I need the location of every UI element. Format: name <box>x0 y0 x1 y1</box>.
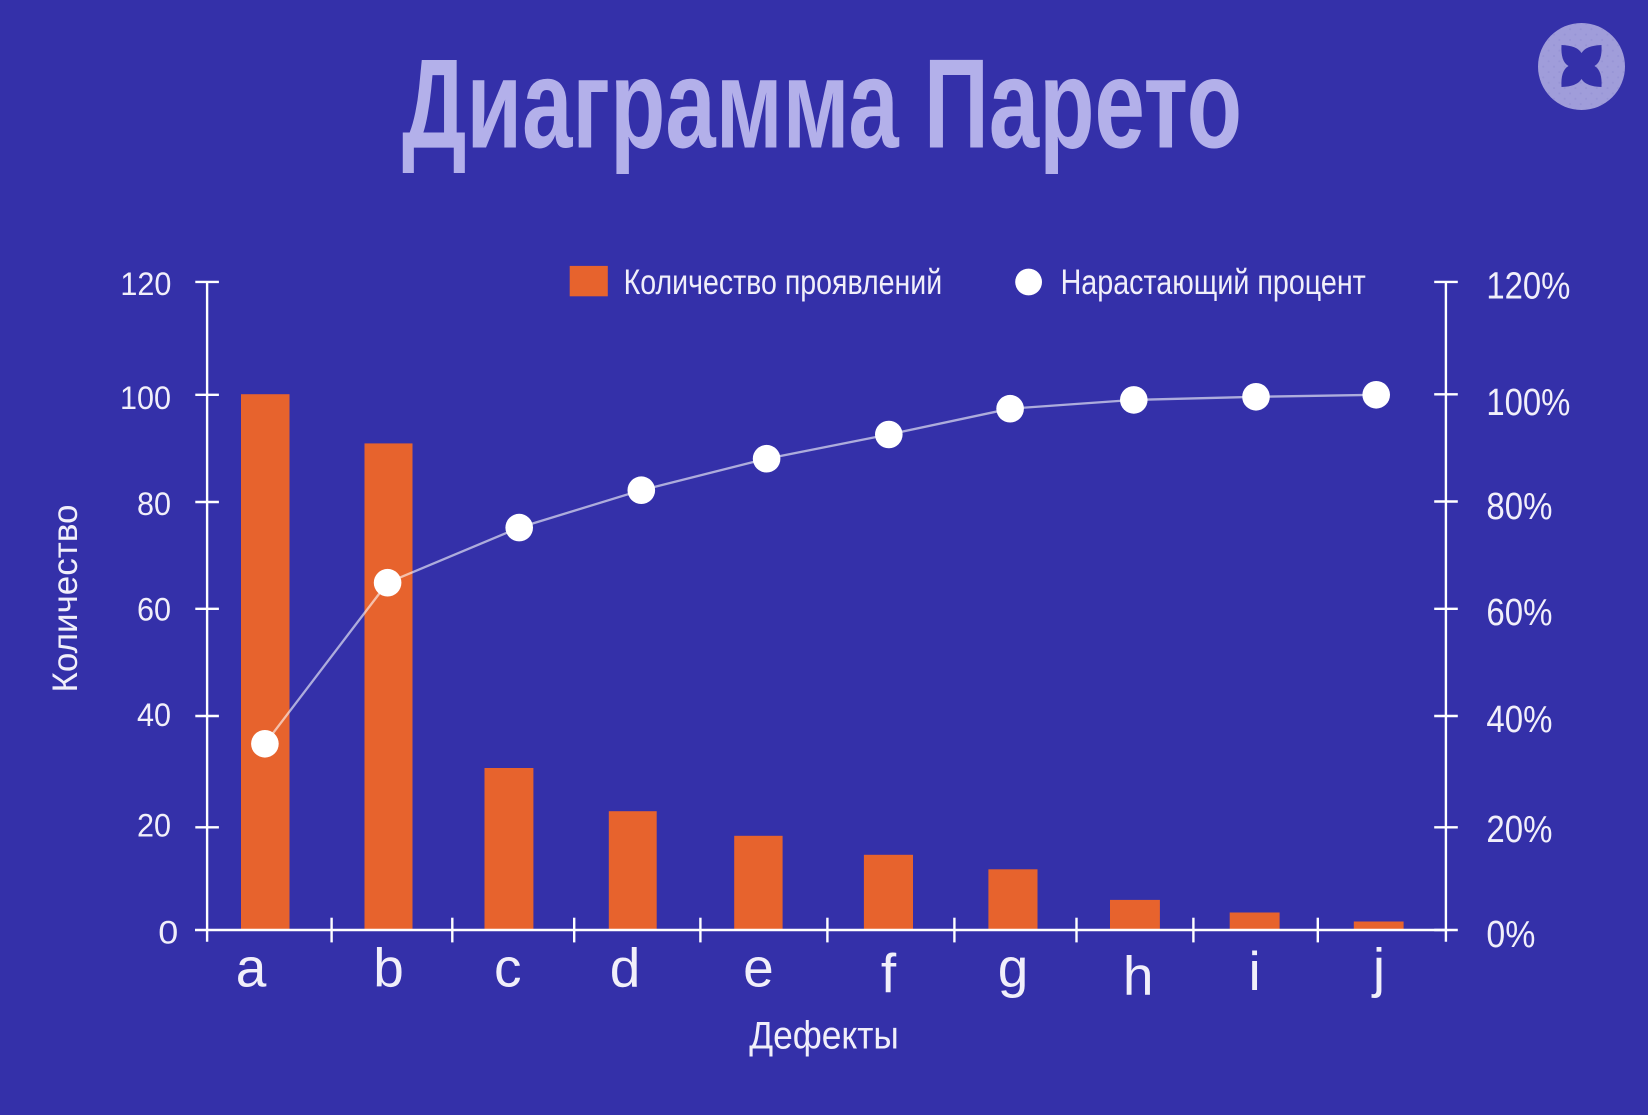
svg-text:0: 0 <box>158 914 178 951</box>
svg-text:Нарастающий процент: Нарастающий процент <box>1061 263 1366 302</box>
svg-text:40%: 40% <box>1486 698 1552 741</box>
svg-text:80%: 80% <box>1486 485 1552 528</box>
svg-text:40: 40 <box>137 696 171 733</box>
svg-text:60%: 60% <box>1486 591 1552 634</box>
svg-text:120%: 120% <box>1486 265 1570 308</box>
svg-text:g: g <box>998 937 1029 999</box>
svg-text:Диаграмма Парето: Диаграмма Парето <box>402 32 1242 174</box>
svg-text:i: i <box>1248 940 1260 1002</box>
svg-text:0%: 0% <box>1486 913 1535 956</box>
svg-text:80: 80 <box>137 485 171 522</box>
svg-text:120: 120 <box>120 265 171 302</box>
svg-text:Дефекты: Дефекты <box>749 1014 899 1057</box>
svg-text:60: 60 <box>137 591 171 628</box>
svg-text:a: a <box>236 937 267 999</box>
svg-text:100: 100 <box>120 379 171 416</box>
svg-text:e: e <box>743 937 774 999</box>
svg-text:Количество: Количество <box>46 505 85 693</box>
svg-text:j: j <box>1371 937 1385 999</box>
svg-text:Количество проявлений: Количество проявлений <box>624 263 943 302</box>
svg-text:h: h <box>1123 945 1154 1007</box>
svg-text:20: 20 <box>137 807 171 844</box>
svg-text:c: c <box>494 937 522 999</box>
svg-text:b: b <box>373 937 404 999</box>
svg-text:20%: 20% <box>1486 808 1552 851</box>
svg-text:100%: 100% <box>1486 381 1570 424</box>
svg-text:d: d <box>610 937 641 999</box>
svg-text:f: f <box>881 942 897 1004</box>
